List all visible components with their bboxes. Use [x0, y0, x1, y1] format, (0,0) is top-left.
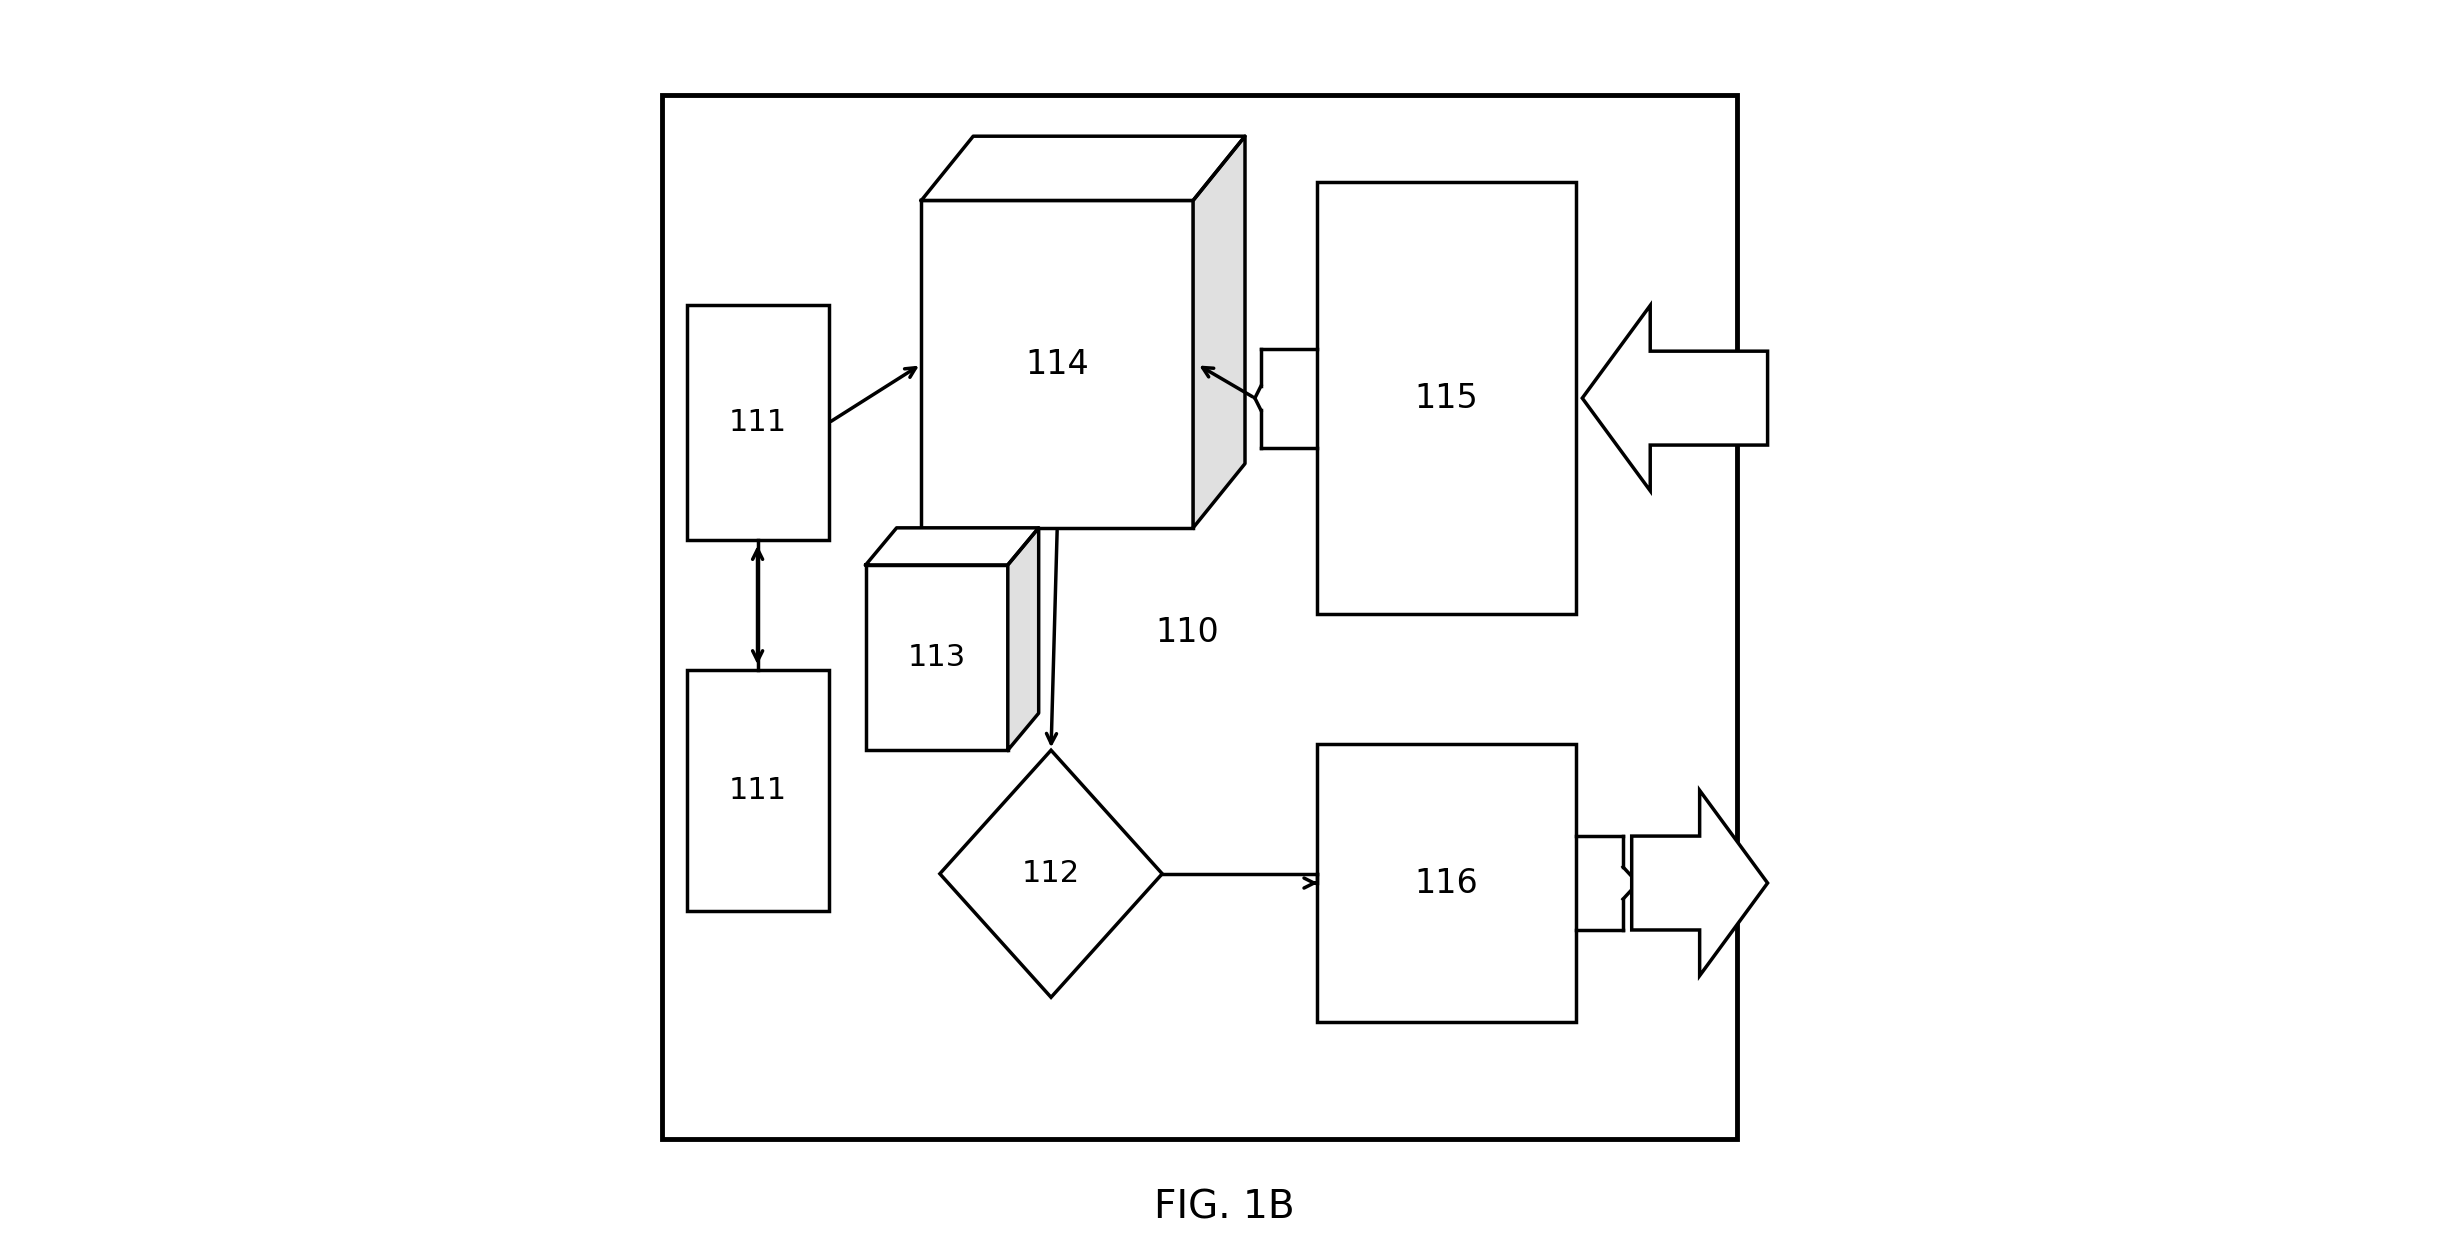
Bar [920, 201, 1192, 527]
Bar [685, 305, 830, 540]
Polygon shape [920, 137, 1246, 201]
Text: 120: 120 [1645, 383, 1704, 412]
Text: 113: 113 [908, 643, 967, 673]
Text: 115: 115 [1415, 382, 1479, 414]
Text: 116: 116 [1415, 866, 1479, 900]
Text: 114: 114 [1026, 347, 1089, 381]
Bar [661, 96, 1736, 1139]
Polygon shape [940, 751, 1163, 998]
Polygon shape [1633, 791, 1767, 975]
Text: 111: 111 [730, 408, 786, 437]
Text: 112: 112 [1021, 859, 1080, 889]
Bar [867, 565, 1009, 751]
Text: 111: 111 [730, 776, 786, 805]
Polygon shape [1581, 305, 1767, 490]
Polygon shape [1009, 527, 1038, 751]
Text: 110: 110 [1155, 617, 1219, 649]
Bar [1317, 182, 1577, 614]
Bar [1317, 745, 1577, 1023]
Text: 120: 120 [1670, 869, 1728, 897]
Polygon shape [1192, 137, 1246, 527]
Text: FIG. 1B: FIG. 1B [1153, 1189, 1295, 1226]
Polygon shape [867, 527, 1038, 565]
Bar [685, 670, 830, 911]
